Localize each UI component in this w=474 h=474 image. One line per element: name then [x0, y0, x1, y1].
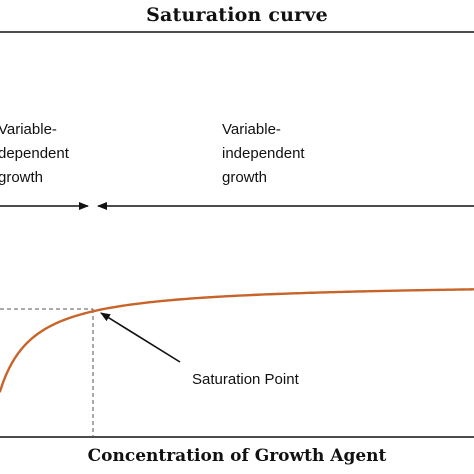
x-axis-label: Concentration of Growth Agent	[87, 446, 387, 466]
region-dependent-line-1: Variable-	[0, 121, 57, 138]
region-independent-line-1: Variable-	[222, 121, 281, 138]
region-independent-line-2: independent	[222, 145, 305, 162]
saturation-point-pointer	[100, 312, 181, 363]
saturation-curve	[0, 288, 474, 393]
region-label-independent: Variable- independent growth	[222, 121, 309, 186]
region-dependent-line-3: growth	[0, 169, 43, 186]
region-label-dependent: Variable- dependent growth	[0, 121, 73, 186]
region-dependent-line-2: dependent	[0, 145, 70, 162]
region-independent-line-3: growth	[222, 169, 267, 186]
saturation-point-label: Saturation Point	[192, 371, 300, 388]
chart-title: Saturation curve	[146, 4, 328, 26]
